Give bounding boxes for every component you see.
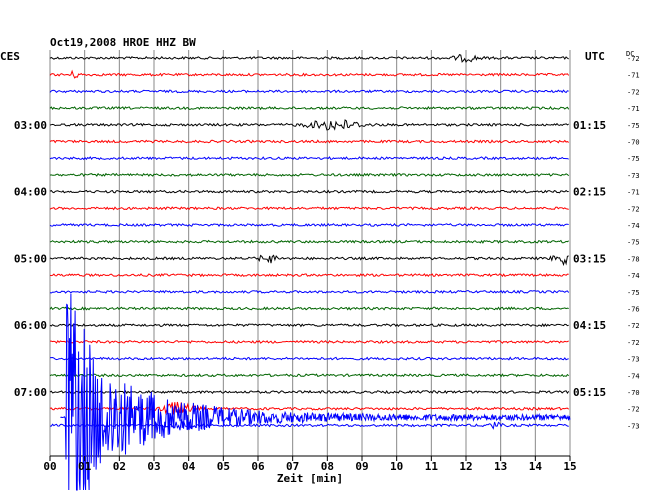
chart-title: Oct19,2008 HROE HHZ BW — [50, 36, 196, 49]
x-tick-label-13: 13 — [494, 460, 507, 473]
trace-21 — [49, 401, 570, 415]
right-hour-label: 01:15 — [573, 119, 606, 132]
x-tick-label-06: 06 — [251, 460, 265, 473]
dc-offset-label: -73 — [627, 356, 640, 364]
trace-14 — [49, 289, 570, 294]
trace-18 — [49, 356, 569, 361]
x-tick-label-11: 11 — [425, 460, 439, 473]
right-hour-label: 05:15 — [573, 386, 606, 399]
x-axis-title: Zeit [min] — [277, 472, 343, 485]
right-zone-label: UTC — [585, 50, 605, 63]
dc-offset-label: -72 — [627, 322, 640, 330]
trace-20 — [49, 389, 570, 395]
dc-offset-label: -74 — [627, 222, 640, 230]
dc-offset-label: -72 — [627, 406, 640, 414]
trace-4 — [49, 119, 569, 131]
dc-offset-label: -73 — [627, 422, 640, 430]
left-zone-label: CES — [0, 50, 20, 63]
dc-offset-label: -73 — [627, 172, 640, 180]
trace-12 — [49, 254, 569, 267]
trace-8 — [49, 189, 569, 194]
trace-2 — [49, 89, 569, 94]
trace-3 — [49, 105, 570, 111]
trace-9 — [49, 206, 569, 211]
minute-grid — [49, 50, 571, 457]
trace-11 — [49, 239, 569, 244]
trace-10 — [49, 222, 569, 228]
dc-offset-label: -78 — [627, 255, 640, 263]
left-hour-label: 05:00 — [14, 252, 47, 265]
dc-offset-label: -72 — [627, 88, 640, 96]
x-tick-label-04: 04 — [182, 460, 196, 473]
trace-16 — [49, 323, 569, 328]
dc-offset-label: -70 — [627, 139, 640, 147]
dc-offset-label: -72 — [627, 339, 640, 347]
x-tick-label-14: 14 — [529, 460, 543, 473]
dc-offset-label: -74 — [627, 272, 640, 280]
dc-offset-label: -71 — [627, 105, 640, 113]
x-tick-label-08: 08 — [321, 460, 334, 473]
dc-offset-label: -75 — [627, 289, 640, 297]
dc-offset-label: -70 — [627, 389, 640, 397]
dc-offset-label: -71 — [627, 189, 640, 197]
dc-offset-label: -76 — [627, 306, 640, 314]
right-hour-label: 02:15 — [573, 186, 606, 199]
x-tick-label-03: 03 — [147, 460, 160, 473]
trace-17 — [50, 339, 569, 344]
trace-1 — [49, 69, 570, 79]
dc-offset-label: -71 — [627, 72, 640, 80]
left-hour-label: 07:00 — [14, 386, 47, 399]
earthquake-signal — [60, 293, 571, 491]
dc-label: DC — [626, 50, 634, 58]
left-hour-label: 04:00 — [14, 186, 47, 199]
axis-labels: Oct19,2008 HROE HHZ BW CES UTC DC Zeit [… — [0, 36, 640, 485]
trace-5 — [49, 139, 569, 144]
trace-0 — [49, 53, 569, 63]
trace-7 — [49, 172, 570, 178]
trace-6 — [49, 156, 569, 161]
x-tick-label-15: 15 — [563, 460, 576, 473]
trace-13 — [49, 273, 569, 278]
trace-19 — [49, 373, 570, 378]
trace-22 — [50, 418, 569, 431]
x-tick-label-07: 07 — [286, 460, 299, 473]
dc-offset-label: -75 — [627, 239, 640, 247]
dc-offset-label: -75 — [627, 122, 640, 130]
dc-offset-label: -75 — [627, 155, 640, 163]
dc-offset-label: -74 — [627, 372, 640, 380]
trace-15 — [49, 306, 569, 311]
x-tick-label-12: 12 — [459, 460, 472, 473]
left-hour-label: 03:00 — [14, 119, 47, 132]
seismic-traces — [49, 53, 571, 491]
right-hour-label: 04:15 — [573, 319, 606, 332]
x-tick-label-10: 10 — [390, 460, 403, 473]
dc-offset-label: -72 — [627, 205, 640, 213]
x-tick-label-02: 02 — [113, 460, 126, 473]
left-hour-label: 06:00 — [14, 319, 47, 332]
right-hour-label: 03:15 — [573, 252, 606, 265]
dc-offset-label: -72 — [627, 55, 640, 63]
x-tick-label-09: 09 — [355, 460, 368, 473]
x-tick-label-01: 01 — [78, 460, 92, 473]
x-tick-label-05: 05 — [217, 460, 230, 473]
x-tick-label-00: 00 — [43, 460, 56, 473]
